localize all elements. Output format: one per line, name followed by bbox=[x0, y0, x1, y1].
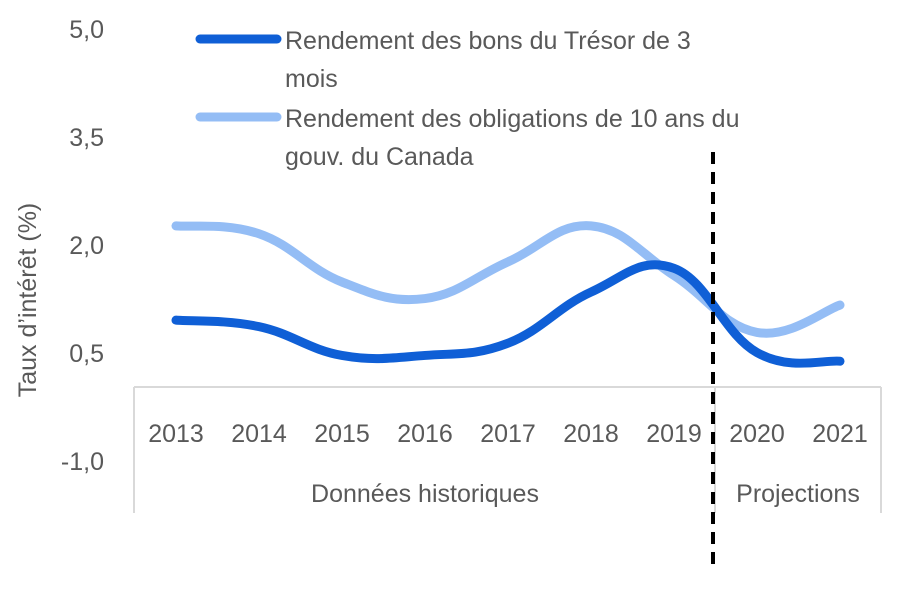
legend-label-10-year-bond: Rendement des obligations de 10 ans du g… bbox=[285, 105, 746, 171]
x-tick-label: 2016 bbox=[397, 420, 453, 448]
series-line-10-year-bond bbox=[171, 221, 845, 338]
legend-label-3-month-tbill: Rendement des bons du Trésor de 3 mois bbox=[285, 27, 698, 93]
group-label-projections: Projections bbox=[736, 480, 860, 508]
x-tick-label: 2015 bbox=[314, 420, 370, 448]
x-tick-label: 2021 bbox=[812, 420, 868, 448]
series-line-3-month-tbill bbox=[171, 260, 845, 368]
x-tick-label: 2014 bbox=[231, 420, 287, 448]
y-tick-label: 2,0 bbox=[69, 232, 104, 260]
y-tick-label: 5,0 bbox=[69, 16, 104, 44]
x-tick-label: 2013 bbox=[148, 420, 204, 448]
y-tick-label: 3,5 bbox=[69, 124, 104, 152]
y-axis-title: Taux d’intérêt (%) bbox=[14, 203, 42, 398]
legend-label-line: mois bbox=[285, 65, 338, 93]
x-axis-frame bbox=[133, 386, 882, 513]
y-tick-label: -1,0 bbox=[61, 448, 104, 476]
x-tick-label: 2018 bbox=[563, 420, 619, 448]
x-tick-label: 2017 bbox=[480, 420, 536, 448]
legend-label-line: Rendement des bons du Trésor de 3 bbox=[285, 27, 691, 55]
x-tick-label: 2019 bbox=[646, 420, 702, 448]
x-tick-label: 2020 bbox=[729, 420, 785, 448]
legend: Rendement des bons du Trésor de 3 mois R… bbox=[195, 27, 746, 171]
x-tick-labels: 2013 2014 2015 2016 2017 2018 2019 2020 … bbox=[148, 420, 868, 448]
y-tick-label: 0,5 bbox=[69, 340, 104, 368]
legend-label-line: Rendement des obligations de 10 ans du bbox=[285, 105, 740, 133]
group-label-historical: Données historiques bbox=[311, 480, 539, 508]
legend-label-line: gouv. du Canada bbox=[285, 143, 474, 171]
y-tick-labels: 5,0 3,5 2,0 0,5 -1,0 bbox=[61, 16, 104, 476]
